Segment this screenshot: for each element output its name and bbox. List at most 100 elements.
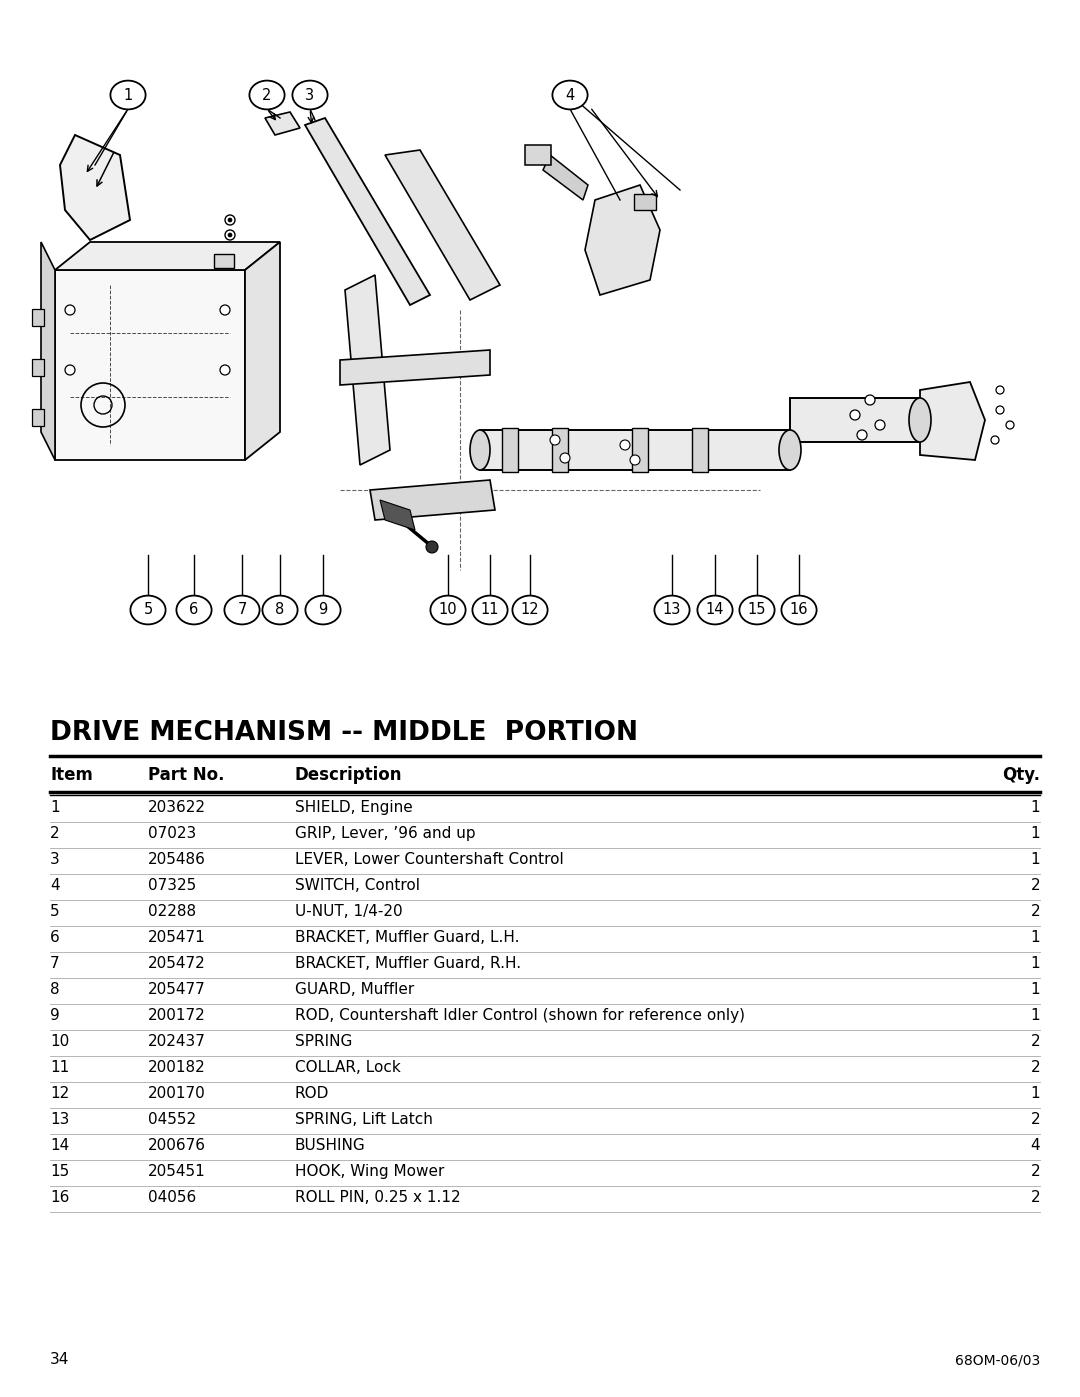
Text: 202437: 202437	[148, 1034, 206, 1049]
Circle shape	[991, 436, 999, 444]
Text: 14: 14	[50, 1139, 69, 1153]
Polygon shape	[380, 500, 415, 529]
Circle shape	[550, 434, 561, 446]
Text: ROLL PIN, 0.25 x 1.12: ROLL PIN, 0.25 x 1.12	[295, 1190, 461, 1206]
Text: 4: 4	[50, 877, 59, 893]
Text: 2: 2	[50, 826, 59, 841]
Text: 1: 1	[1030, 1085, 1040, 1101]
Text: 1: 1	[1030, 930, 1040, 944]
Polygon shape	[345, 275, 390, 465]
FancyBboxPatch shape	[525, 145, 551, 165]
Circle shape	[65, 305, 75, 314]
Text: 13: 13	[663, 602, 681, 617]
Text: 16: 16	[50, 1190, 69, 1206]
Text: BRACKET, Muffler Guard, R.H.: BRACKET, Muffler Guard, R.H.	[295, 956, 522, 971]
Text: 07023: 07023	[148, 826, 197, 841]
Ellipse shape	[176, 595, 212, 624]
Ellipse shape	[472, 595, 508, 624]
Text: 15: 15	[50, 1164, 69, 1179]
Text: SWITCH, Control: SWITCH, Control	[295, 877, 420, 893]
Ellipse shape	[698, 595, 732, 624]
Text: 2: 2	[1030, 1112, 1040, 1127]
Text: 1: 1	[1030, 826, 1040, 841]
Text: 6: 6	[189, 602, 199, 617]
Text: 2: 2	[1030, 1034, 1040, 1049]
Text: 1: 1	[123, 88, 133, 102]
Text: 5: 5	[144, 602, 152, 617]
Text: ROD, Countershaft Idler Control (shown for reference only): ROD, Countershaft Idler Control (shown f…	[295, 1009, 745, 1023]
Text: DRIVE MECHANISM -- MIDDLE  PORTION: DRIVE MECHANISM -- MIDDLE PORTION	[50, 719, 638, 746]
Text: 2: 2	[262, 88, 272, 102]
Text: BUSHING: BUSHING	[295, 1139, 366, 1153]
Ellipse shape	[306, 595, 340, 624]
Polygon shape	[265, 112, 300, 136]
Ellipse shape	[225, 595, 259, 624]
Text: 15: 15	[747, 602, 766, 617]
Text: 12: 12	[50, 1085, 69, 1101]
Text: ROD: ROD	[295, 1085, 329, 1101]
Text: 13: 13	[50, 1112, 69, 1127]
Text: Qty.: Qty.	[1002, 766, 1040, 784]
Ellipse shape	[293, 81, 327, 109]
Polygon shape	[245, 242, 280, 460]
Circle shape	[225, 231, 235, 240]
Text: 8: 8	[50, 982, 59, 997]
Polygon shape	[502, 427, 518, 472]
Polygon shape	[370, 481, 495, 520]
Circle shape	[228, 233, 232, 237]
Text: 2: 2	[1030, 1164, 1040, 1179]
Text: 1: 1	[1030, 982, 1040, 997]
Polygon shape	[480, 430, 789, 469]
Polygon shape	[632, 427, 648, 472]
Text: 200676: 200676	[148, 1139, 206, 1153]
Circle shape	[996, 386, 1004, 394]
Text: SPRING, Lift Latch: SPRING, Lift Latch	[295, 1112, 433, 1127]
Text: 205472: 205472	[148, 956, 206, 971]
Circle shape	[630, 455, 640, 465]
Text: Description: Description	[295, 766, 403, 784]
Circle shape	[620, 440, 630, 450]
Polygon shape	[789, 398, 920, 441]
Ellipse shape	[740, 595, 774, 624]
Circle shape	[1005, 420, 1014, 429]
Text: 4: 4	[1030, 1139, 1040, 1153]
Circle shape	[220, 365, 230, 374]
Text: 12: 12	[521, 602, 539, 617]
Text: 2: 2	[1030, 1190, 1040, 1206]
Circle shape	[996, 407, 1004, 414]
Text: 8: 8	[275, 602, 285, 617]
Ellipse shape	[262, 595, 298, 624]
Ellipse shape	[552, 81, 588, 109]
Text: 200172: 200172	[148, 1009, 206, 1023]
Text: COLLAR, Lock: COLLAR, Lock	[295, 1060, 401, 1076]
Circle shape	[858, 430, 867, 440]
Polygon shape	[585, 184, 660, 295]
Polygon shape	[41, 242, 55, 460]
Ellipse shape	[512, 595, 548, 624]
Circle shape	[875, 420, 885, 430]
Text: 9: 9	[319, 602, 327, 617]
Text: BRACKET, Muffler Guard, L.H.: BRACKET, Muffler Guard, L.H.	[295, 930, 519, 944]
Text: 68OM-06/03: 68OM-06/03	[955, 1354, 1040, 1368]
Polygon shape	[552, 427, 568, 472]
Polygon shape	[920, 381, 985, 460]
Ellipse shape	[131, 595, 165, 624]
Text: 10: 10	[438, 602, 457, 617]
Text: 205477: 205477	[148, 982, 206, 997]
Text: 07325: 07325	[148, 877, 197, 893]
Text: Item: Item	[50, 766, 93, 784]
Ellipse shape	[654, 595, 690, 624]
FancyBboxPatch shape	[32, 309, 44, 326]
Text: 205451: 205451	[148, 1164, 206, 1179]
Circle shape	[561, 453, 570, 462]
Text: 1: 1	[1030, 956, 1040, 971]
Polygon shape	[55, 270, 245, 460]
Text: 3: 3	[50, 852, 59, 868]
Text: 14: 14	[705, 602, 725, 617]
Text: Part No.: Part No.	[148, 766, 225, 784]
Text: 04056: 04056	[148, 1190, 197, 1206]
Circle shape	[225, 215, 235, 225]
Text: 205471: 205471	[148, 930, 206, 944]
Circle shape	[865, 395, 875, 405]
Text: 6: 6	[50, 930, 59, 944]
